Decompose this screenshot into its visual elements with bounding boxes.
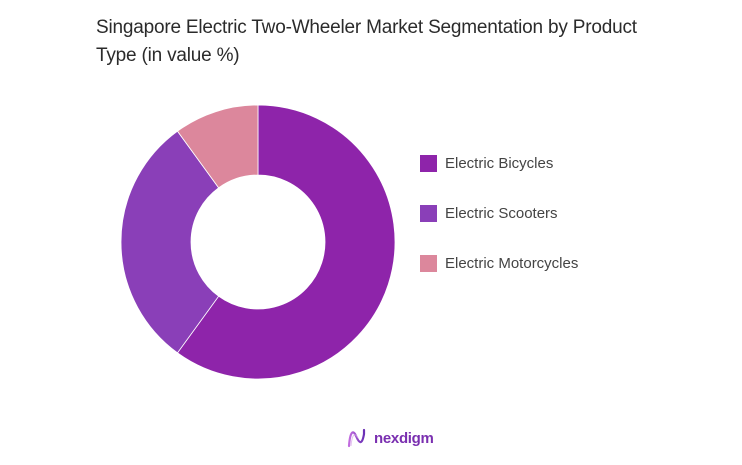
legend-swatch [420, 154, 437, 172]
brand-name: nexdigm [374, 429, 434, 447]
nexdigm-wave-icon [347, 428, 366, 448]
legend-swatch [420, 254, 437, 272]
legend-label: Electric Bicycles [445, 154, 554, 172]
donut-slices [120, 104, 396, 380]
chart-title: Singapore Electric Two-Wheeler Market Se… [96, 17, 637, 66]
legend-item-electric-scooters[interactable]: Electric Scooters [420, 188, 578, 238]
legend-label: Electric Scooters [445, 204, 558, 222]
legend-item-electric-motorcycles[interactable]: Electric Motorcycles [420, 238, 578, 288]
brand-logo: nexdigm [347, 428, 434, 448]
legend-swatch [420, 204, 437, 222]
donut-slice-electric-motorcycles[interactable] [176, 104, 259, 189]
legend-label: Electric Motorcycles [445, 254, 579, 272]
legend-item-electric-bicycles[interactable]: Electric Bicycles [420, 138, 578, 188]
donut-slice-electric-scooters[interactable] [120, 130, 220, 354]
legend: Electric Bicycles Electric Scooters Elec… [420, 138, 578, 288]
donut-slice-electric-bicycles[interactable] [176, 104, 396, 380]
